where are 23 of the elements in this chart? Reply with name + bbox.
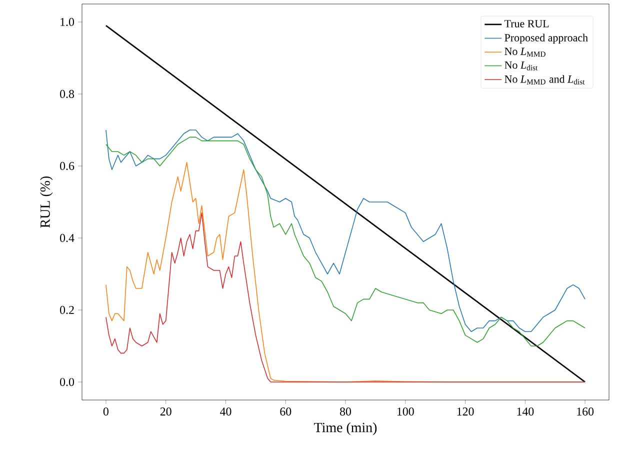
legend-label: No L$_{MMD}$ and L$_{dist}$ <box>504 75 585 84</box>
x-tick-label: 40 <box>220 408 232 416</box>
x-tick-label: 60 <box>280 408 292 416</box>
y-tick-label: 1.0 <box>60 18 74 26</box>
x-tick-label: 80 <box>340 408 352 416</box>
legend-label: No L$_{dist}$ <box>504 61 538 70</box>
legend-label: Proposed approach <box>504 34 588 44</box>
x-tick-label: 20 <box>160 408 172 416</box>
y-tick-label: 0.4 <box>60 234 74 242</box>
x-tick-label: 0 <box>103 408 108 416</box>
y-tick-label: 0.2 <box>60 306 74 314</box>
line-series <box>106 212 586 382</box>
x-axis-title: Time (min) <box>314 422 377 436</box>
x-tick-label: 160 <box>577 408 594 416</box>
y-tick-label: 0.0 <box>60 378 74 386</box>
legend-label: No L$_{MMD}$ <box>504 48 546 57</box>
x-tick-label: 120 <box>457 408 474 416</box>
y-axis-title: RUL (%) <box>40 176 53 228</box>
x-tick-label: 140 <box>517 408 534 416</box>
y-tick-label: 0.6 <box>60 162 74 170</box>
x-tick-label: 100 <box>397 408 414 416</box>
legend-label: True RUL <box>504 20 549 28</box>
y-tick-label: 0.8 <box>60 90 74 98</box>
